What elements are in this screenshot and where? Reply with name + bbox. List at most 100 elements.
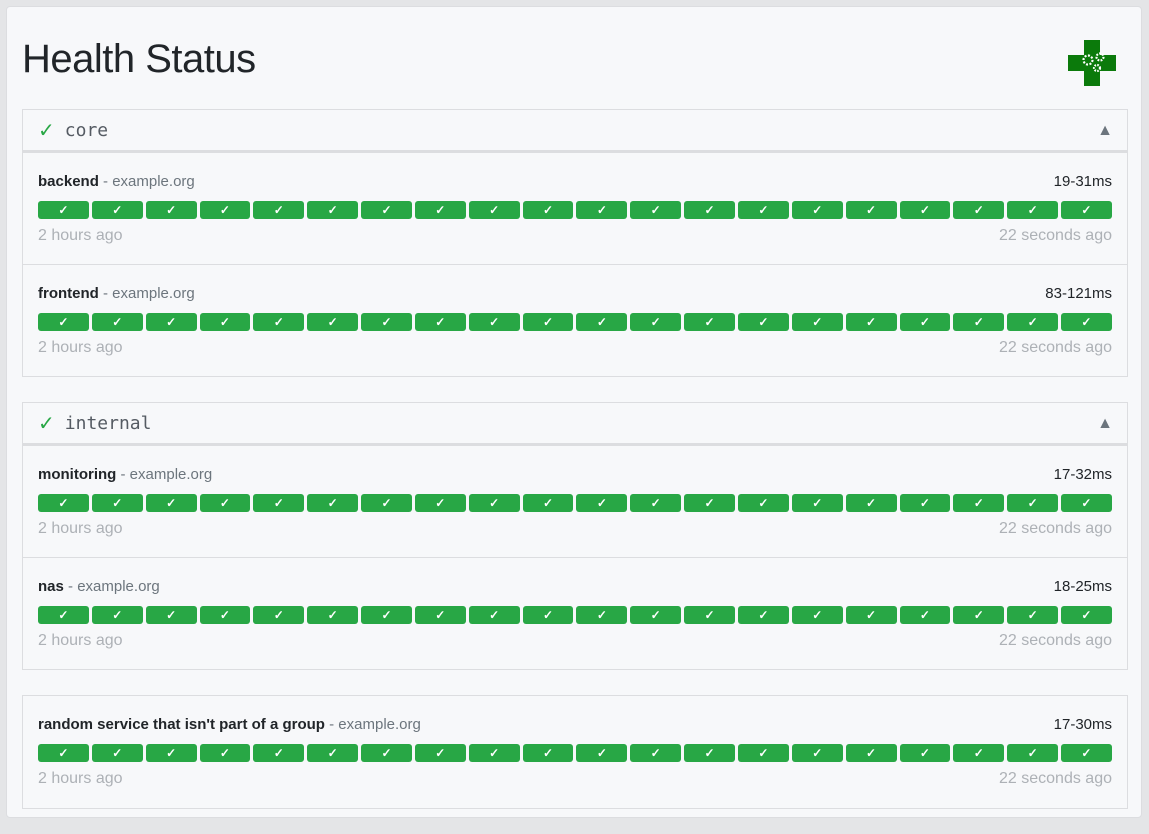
result-bar-success[interactable]: ✓ bbox=[630, 201, 682, 219]
result-bar-success[interactable]: ✓ bbox=[199, 313, 251, 331]
result-bar-success[interactable]: ✓ bbox=[1007, 744, 1059, 762]
result-bar-success[interactable]: ✓ bbox=[576, 744, 628, 762]
result-bar-success[interactable]: ✓ bbox=[737, 744, 789, 762]
result-bar-success[interactable]: ✓ bbox=[38, 313, 89, 331]
result-bar-success[interactable]: ✓ bbox=[91, 606, 143, 624]
result-bar-success[interactable]: ✓ bbox=[307, 744, 359, 762]
result-bar-success[interactable]: ✓ bbox=[414, 494, 466, 512]
result-bar-success[interactable]: ✓ bbox=[361, 494, 412, 512]
result-bar-success[interactable]: ✓ bbox=[1007, 201, 1059, 219]
result-bar-success[interactable]: ✓ bbox=[737, 606, 789, 624]
result-bar-success[interactable]: ✓ bbox=[414, 744, 466, 762]
result-bar-success[interactable]: ✓ bbox=[845, 494, 897, 512]
result-bar-success[interactable]: ✓ bbox=[845, 313, 897, 331]
result-bar-success[interactable]: ✓ bbox=[737, 313, 789, 331]
result-bar-success[interactable]: ✓ bbox=[253, 744, 305, 762]
result-bar-success[interactable]: ✓ bbox=[468, 744, 520, 762]
result-bar-success[interactable]: ✓ bbox=[1061, 606, 1112, 624]
result-bar-success[interactable]: ✓ bbox=[630, 606, 682, 624]
result-bar-success[interactable]: ✓ bbox=[1061, 313, 1112, 331]
result-bar-success[interactable]: ✓ bbox=[361, 201, 412, 219]
result-bar-success[interactable]: ✓ bbox=[468, 313, 520, 331]
result-bar-success[interactable]: ✓ bbox=[684, 606, 735, 624]
result-bar-success[interactable]: ✓ bbox=[845, 606, 897, 624]
result-bar-success[interactable]: ✓ bbox=[199, 494, 251, 512]
result-bar-success[interactable]: ✓ bbox=[253, 494, 305, 512]
result-bar-success[interactable]: ✓ bbox=[145, 201, 197, 219]
collapse-triangle-icon[interactable]: ▲ bbox=[1097, 122, 1113, 139]
service-name[interactable]: random service that isn't part of a grou… bbox=[38, 716, 325, 733]
result-bar-success[interactable]: ✓ bbox=[791, 606, 843, 624]
result-bar-success[interactable]: ✓ bbox=[91, 744, 143, 762]
result-bar-success[interactable]: ✓ bbox=[414, 201, 466, 219]
result-bar-success[interactable]: ✓ bbox=[630, 744, 682, 762]
group-header[interactable]: ✓ internal ▲ bbox=[23, 403, 1127, 445]
result-bar-success[interactable]: ✓ bbox=[1007, 494, 1059, 512]
result-bar-success[interactable]: ✓ bbox=[253, 313, 305, 331]
result-bar-success[interactable]: ✓ bbox=[145, 744, 197, 762]
result-bar-success[interactable]: ✓ bbox=[899, 313, 951, 331]
result-bar-success[interactable]: ✓ bbox=[953, 606, 1005, 624]
result-bar-success[interactable]: ✓ bbox=[361, 313, 412, 331]
result-bar-success[interactable]: ✓ bbox=[791, 313, 843, 331]
result-bar-success[interactable]: ✓ bbox=[91, 313, 143, 331]
result-bar-success[interactable]: ✓ bbox=[38, 494, 89, 512]
result-bar-success[interactable]: ✓ bbox=[953, 201, 1005, 219]
result-bar-success[interactable]: ✓ bbox=[361, 744, 412, 762]
result-bar-success[interactable]: ✓ bbox=[684, 313, 735, 331]
result-bar-success[interactable]: ✓ bbox=[307, 201, 359, 219]
result-bar-success[interactable]: ✓ bbox=[38, 201, 89, 219]
service-name[interactable]: monitoring bbox=[38, 466, 117, 483]
result-bar-success[interactable]: ✓ bbox=[522, 201, 574, 219]
result-bar-success[interactable]: ✓ bbox=[253, 201, 305, 219]
result-bar-success[interactable]: ✓ bbox=[576, 606, 628, 624]
result-bar-success[interactable]: ✓ bbox=[522, 313, 574, 331]
result-bar-success[interactable]: ✓ bbox=[468, 606, 520, 624]
result-bar-success[interactable]: ✓ bbox=[953, 744, 1005, 762]
service-name[interactable]: nas bbox=[38, 578, 64, 595]
result-bar-success[interactable]: ✓ bbox=[1007, 606, 1059, 624]
result-bar-success[interactable]: ✓ bbox=[253, 606, 305, 624]
result-bar-success[interactable]: ✓ bbox=[953, 313, 1005, 331]
result-bar-success[interactable]: ✓ bbox=[576, 494, 628, 512]
result-bar-success[interactable]: ✓ bbox=[737, 494, 789, 512]
result-bar-success[interactable]: ✓ bbox=[1061, 494, 1112, 512]
result-bar-success[interactable]: ✓ bbox=[899, 494, 951, 512]
result-bar-success[interactable]: ✓ bbox=[145, 606, 197, 624]
result-bar-success[interactable]: ✓ bbox=[145, 494, 197, 512]
result-bar-success[interactable]: ✓ bbox=[361, 606, 412, 624]
result-bar-success[interactable]: ✓ bbox=[468, 201, 520, 219]
result-bar-success[interactable]: ✓ bbox=[522, 494, 574, 512]
result-bar-success[interactable]: ✓ bbox=[199, 606, 251, 624]
service-name[interactable]: backend bbox=[38, 173, 99, 190]
result-bar-success[interactable]: ✓ bbox=[38, 606, 89, 624]
result-bar-success[interactable]: ✓ bbox=[576, 201, 628, 219]
result-bar-success[interactable]: ✓ bbox=[684, 494, 735, 512]
result-bar-success[interactable]: ✓ bbox=[199, 201, 251, 219]
result-bar-success[interactable]: ✓ bbox=[199, 744, 251, 762]
result-bar-success[interactable]: ✓ bbox=[468, 494, 520, 512]
result-bar-success[interactable]: ✓ bbox=[414, 313, 466, 331]
result-bar-success[interactable]: ✓ bbox=[953, 494, 1005, 512]
result-bar-success[interactable]: ✓ bbox=[899, 606, 951, 624]
result-bar-success[interactable]: ✓ bbox=[576, 313, 628, 331]
result-bar-success[interactable]: ✓ bbox=[91, 201, 143, 219]
result-bar-success[interactable]: ✓ bbox=[845, 201, 897, 219]
result-bar-success[interactable]: ✓ bbox=[899, 201, 951, 219]
result-bar-success[interactable]: ✓ bbox=[1061, 744, 1112, 762]
result-bar-success[interactable]: ✓ bbox=[414, 606, 466, 624]
result-bar-success[interactable]: ✓ bbox=[1061, 201, 1112, 219]
result-bar-success[interactable]: ✓ bbox=[38, 744, 89, 762]
group-header[interactable]: ✓ core ▲ bbox=[23, 110, 1127, 152]
result-bar-success[interactable]: ✓ bbox=[91, 494, 143, 512]
result-bar-success[interactable]: ✓ bbox=[845, 744, 897, 762]
result-bar-success[interactable]: ✓ bbox=[307, 494, 359, 512]
result-bar-success[interactable]: ✓ bbox=[145, 313, 197, 331]
result-bar-success[interactable]: ✓ bbox=[684, 201, 735, 219]
result-bar-success[interactable]: ✓ bbox=[522, 744, 574, 762]
result-bar-success[interactable]: ✓ bbox=[630, 494, 682, 512]
result-bar-success[interactable]: ✓ bbox=[791, 494, 843, 512]
result-bar-success[interactable]: ✓ bbox=[307, 606, 359, 624]
collapse-triangle-icon[interactable]: ▲ bbox=[1097, 415, 1113, 432]
result-bar-success[interactable]: ✓ bbox=[630, 313, 682, 331]
